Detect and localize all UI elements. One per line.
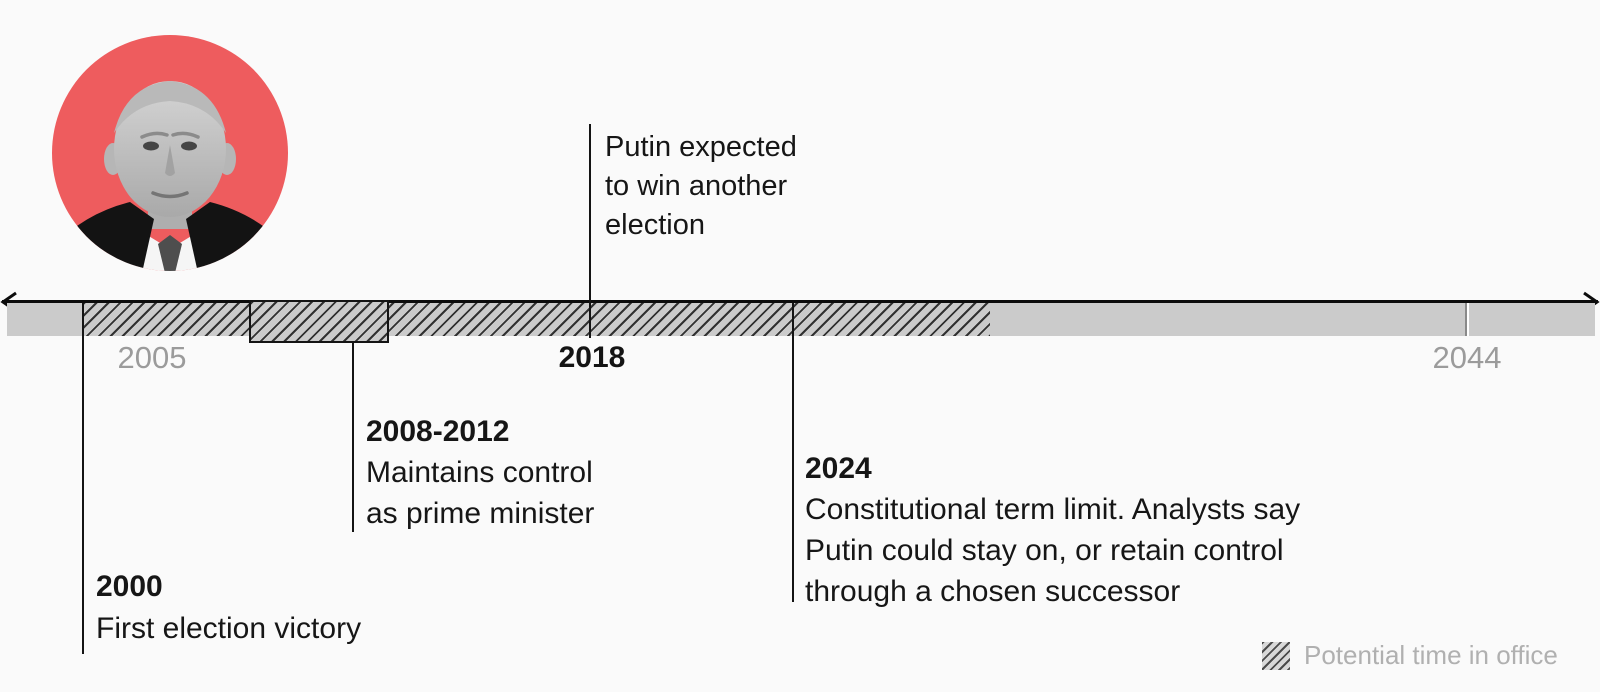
timeline-axis — [2, 300, 1598, 303]
tick-mark-2044 — [1465, 303, 1467, 336]
annotation-2008-year: 2008-2012 — [366, 415, 510, 448]
callout-line-2024 — [792, 303, 794, 602]
annotation-2024-text: Constitutional term limit. Analysts say … — [805, 493, 1301, 608]
hatch-swatch-icon — [1262, 641, 1290, 670]
annotation-2000-text: First election victory — [96, 612, 362, 645]
year-label-2005: 2005 — [117, 340, 187, 375]
year-label-2018: 2018 — [558, 341, 626, 374]
annotation-2000-year: 2000 — [96, 570, 163, 603]
annotation-2008-2012: 2008-2012 Maintains control as prime min… — [366, 411, 594, 534]
callout-line-2000 — [82, 303, 84, 654]
year-label-2044: 2044 — [1432, 340, 1502, 375]
annotation-2018-expected: Putin expected to win another election — [605, 131, 797, 241]
callout-line-2008 — [352, 341, 354, 532]
pm-period-box — [249, 300, 389, 343]
legend-label: Potential time in office — [1304, 640, 1558, 670]
annotation-2008-text: Maintains control as prime minister — [366, 456, 595, 530]
annotation-2024: 2024 Constitutional term limit. Analysts… — [805, 448, 1300, 612]
putin-portrait — [52, 35, 288, 271]
callout-line-2018 — [589, 124, 591, 338]
office-hatch-region — [83, 303, 990, 336]
annotation-2000: 2000 First election victory — [96, 566, 361, 650]
portrait-figure — [52, 81, 288, 271]
legend: Potential time in office — [1262, 640, 1558, 671]
annotation-2024-year: 2024 — [805, 452, 872, 485]
